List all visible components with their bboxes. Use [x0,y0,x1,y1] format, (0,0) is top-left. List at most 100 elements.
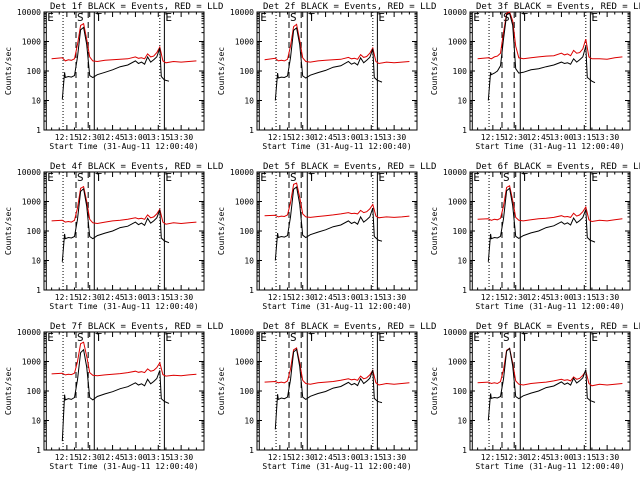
y-tick-label: 100 [240,67,255,76]
plot-frame [43,331,205,451]
time-marker-label: T [521,171,528,184]
x-tick-label: 13:00 [336,453,360,462]
y-axis-label: Counts/sec [430,47,439,95]
panel-title: Det 6f BLACK = Events, RED = LLD [476,162,640,172]
time-marker-label: E [378,331,385,344]
x-axis-label: Start Time (31-Aug-11 12:00:40) [262,462,411,471]
y-tick-label: 1000 [448,198,467,207]
x-tick-label: 12:30 [291,133,315,142]
y-tick-label: 10 [457,257,467,266]
time-marker-label: T [521,331,528,344]
y-tick-label: 100 [27,67,42,76]
y-tick-label: 10 [31,257,41,266]
y-tick-label: 1000 [235,358,254,367]
x-tick-label: 13:30 [169,133,193,142]
y-axis-label: Counts/sec [217,207,226,255]
y-tick-label: 1000 [235,198,254,207]
x-tick-label: 12:45 [101,293,125,302]
series-events-line [274,348,383,430]
plot-frame [43,171,205,291]
time-marker-label: E [165,11,172,24]
time-marker-label: E [260,171,267,184]
time-marker-label: S [77,331,84,344]
time-marker-label: E [165,171,172,184]
panel-det-3: Det 3f BLACK = Events, RED = LLD 1 10 100 10… [430,2,640,151]
x-tick-label: 13:15 [146,453,170,462]
time-marker-label: E [47,331,54,344]
time-marker-label: S [503,171,510,184]
x-axis-label: Start Time (31-Aug-11 12:00:40) [475,142,624,151]
y-tick-label: 1000 [22,198,41,207]
y-tick-label: 10000 [230,8,254,17]
y-tick-label: 100 [27,387,42,396]
time-marker-label: E [260,331,267,344]
panel-title: Det 2f BLACK = Events, RED = LLD [263,2,436,12]
y-axis-label: Counts/sec [430,367,439,415]
y-tick-label: 1 [462,286,467,295]
plot-frame [469,171,631,291]
x-tick-label: 12:15 [481,293,505,302]
plot-frame [469,331,631,451]
series-events-line [487,12,596,101]
y-tick-label: 10 [244,97,254,106]
x-tick-label: 13:30 [382,293,406,302]
panel-title: Det 5f BLACK = Events, RED = LLD [263,162,436,172]
y-tick-label: 1 [462,446,467,455]
y-tick-label: 10 [31,97,41,106]
x-tick-label: 12:30 [504,293,528,302]
time-marker-label: E [591,331,598,344]
x-tick-label: 12:15 [481,453,505,462]
x-tick-label: 12:45 [314,293,338,302]
x-axis-label: Start Time (31-Aug-11 12:00:40) [262,142,411,151]
x-tick-label: 13:30 [595,293,619,302]
y-tick-label: 1000 [448,38,467,47]
time-marker-label: E [47,171,54,184]
series-lld-line [51,341,197,377]
series-lld-line [264,23,410,65]
y-tick-label: 10 [457,417,467,426]
x-tick-label: 12:15 [268,453,292,462]
x-tick-label: 12:30 [504,133,528,142]
time-marker-label: T [95,11,102,24]
time-marker-label: S [77,11,84,24]
x-tick-label: 13:30 [382,133,406,142]
x-tick-label: 12:45 [527,453,551,462]
panel-title: Det 9f BLACK = Events, RED = LLD [476,322,640,332]
series-lld-line [477,185,623,223]
y-tick-label: 10000 [443,8,467,17]
time-marker-label: E [473,171,480,184]
y-tick-label: 10000 [17,328,41,337]
x-tick-label: 12:30 [504,453,528,462]
y-tick-label: 1 [249,286,254,295]
x-tick-label: 13:30 [169,293,193,302]
x-tick-label: 13:30 [595,453,619,462]
series-events-line [274,26,383,101]
x-tick-label: 13:30 [595,133,619,142]
time-marker-label: T [308,11,315,24]
time-marker-label: T [308,171,315,184]
time-marker-label: E [473,331,480,344]
y-tick-label: 10000 [17,8,41,17]
x-tick-label: 13:00 [123,133,147,142]
time-marker-label: E [165,331,172,344]
y-tick-label: 100 [453,387,468,396]
y-tick-label: 1000 [22,38,41,47]
x-tick-label: 12:30 [78,133,102,142]
x-tick-label: 13:15 [359,453,383,462]
series-lld-line [264,347,410,386]
y-tick-label: 10 [244,257,254,266]
y-tick-label: 1 [249,126,254,135]
time-marker-label: E [591,11,598,24]
x-axis-label: Start Time (31-Aug-11 12:00:40) [262,302,411,311]
panel-title: Det 1f BLACK = Events, RED = LLD [50,2,223,12]
time-marker-label: S [290,171,297,184]
series-events-line [487,187,596,262]
x-tick-label: 12:15 [55,453,79,462]
x-tick-label: 12:15 [268,293,292,302]
series-lld-line [477,11,623,60]
series-lld-line [51,22,197,64]
x-tick-label: 13:15 [359,293,383,302]
x-tick-label: 12:15 [481,133,505,142]
y-tick-label: 1 [249,446,254,455]
y-axis-label: Counts/sec [217,367,226,415]
